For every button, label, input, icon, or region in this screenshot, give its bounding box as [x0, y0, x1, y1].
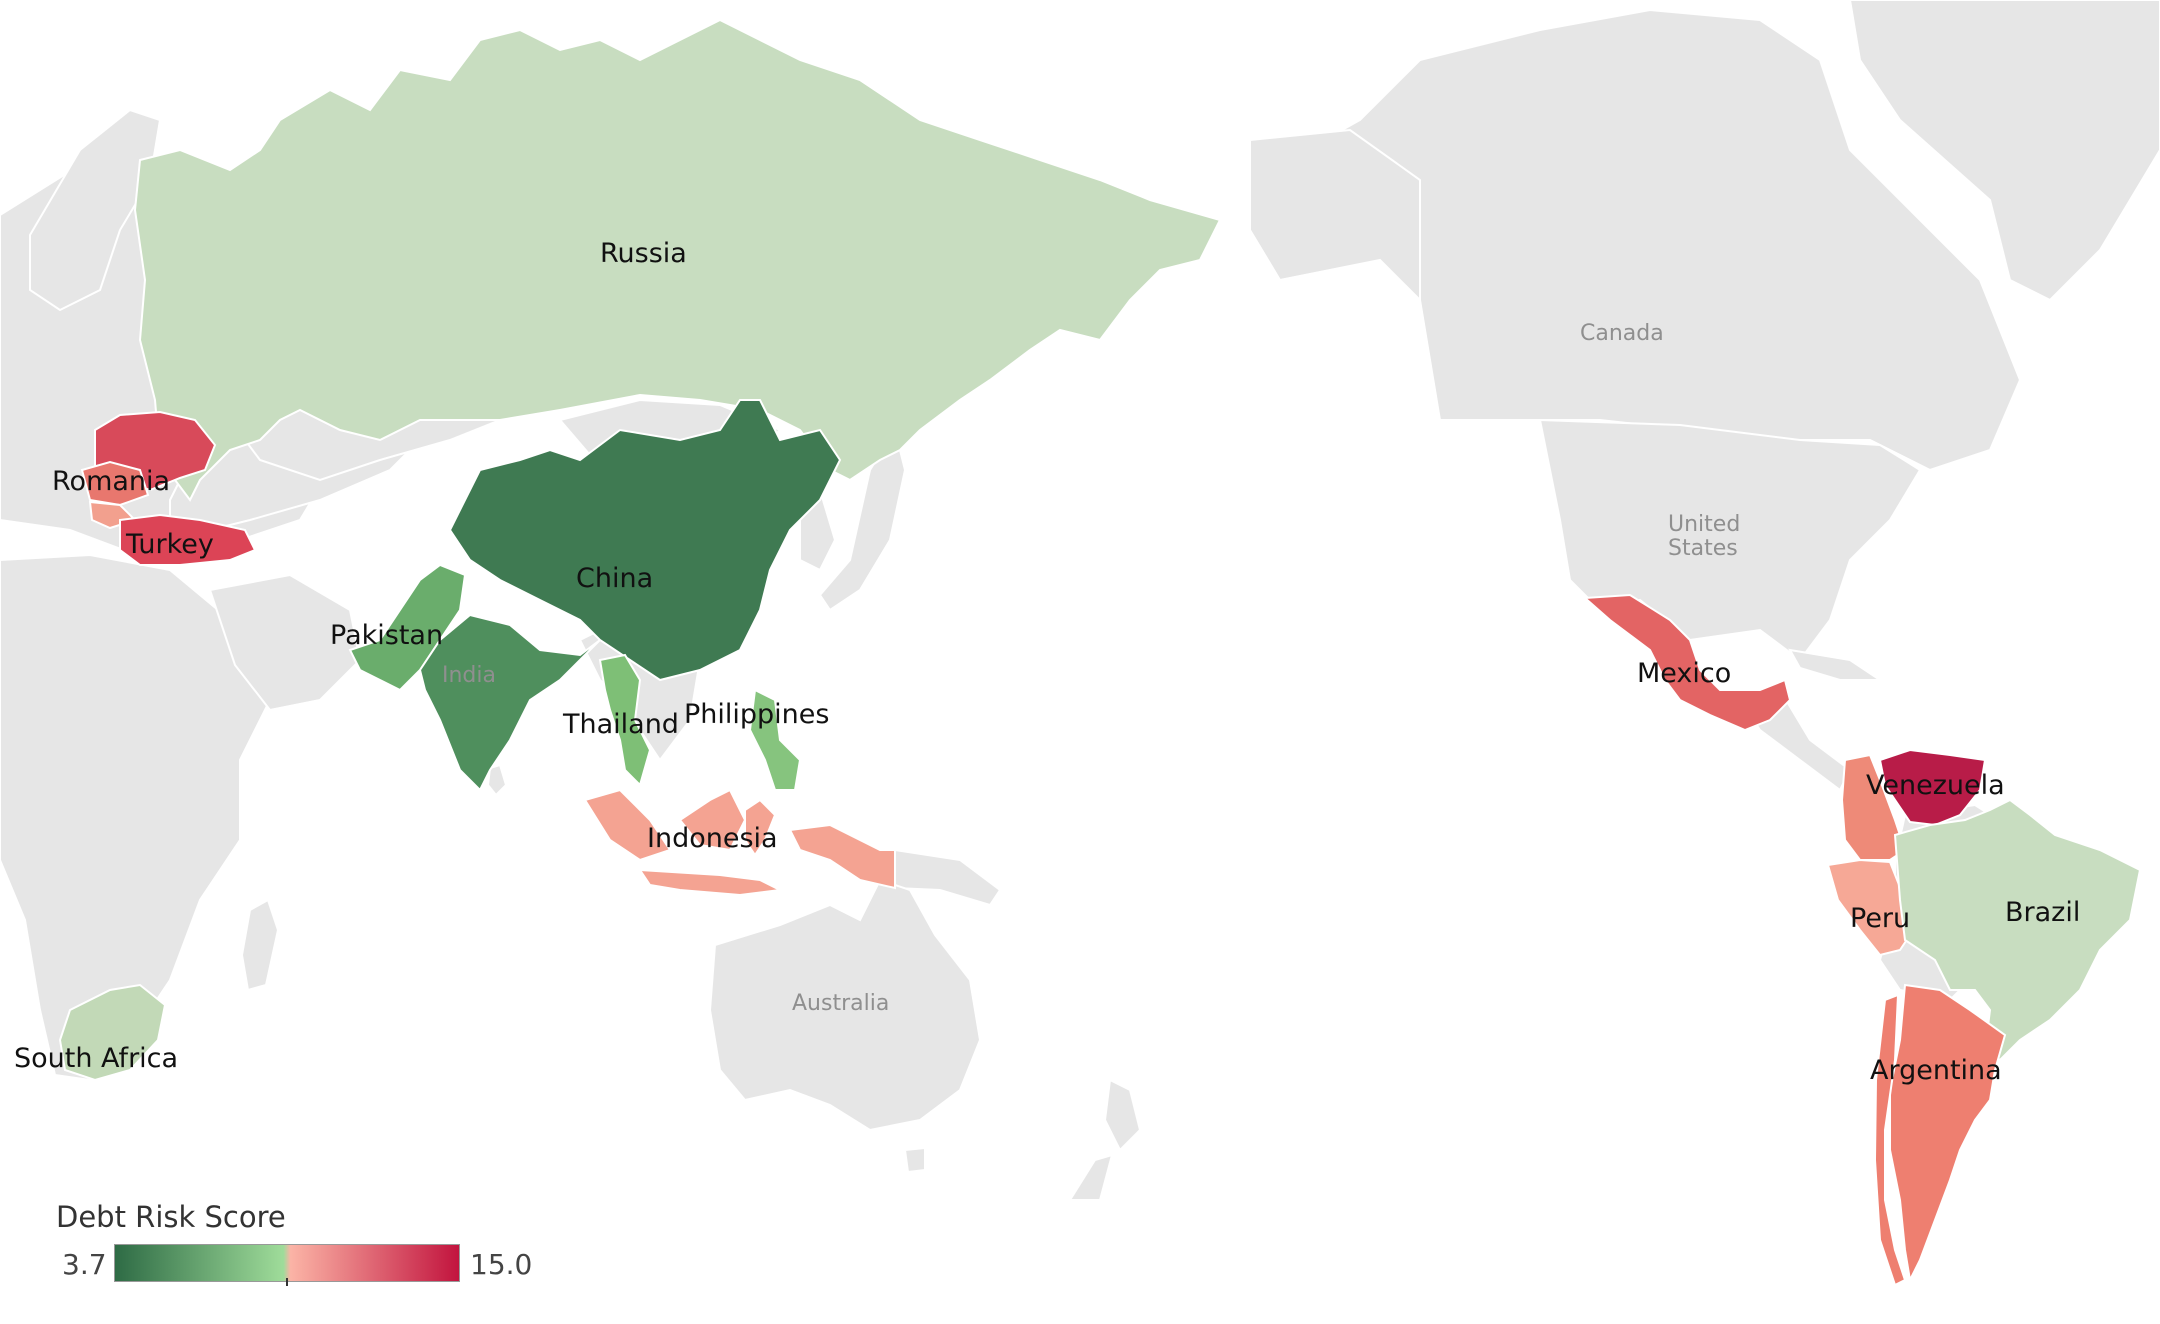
cuba	[1788, 648, 1884, 681]
greenland	[1848, 0, 2160, 302]
australia	[708, 878, 982, 1132]
country-india[interactable]	[418, 613, 601, 792]
legend-gradient-bar	[114, 1244, 460, 1282]
country-indonesia[interactable]	[583, 788, 896, 897]
label-australia: Australia	[792, 991, 889, 1016]
label-south-africa: South Africa	[14, 1043, 178, 1074]
country-brazil[interactable]	[1893, 798, 2142, 1062]
base-land	[0, 0, 2160, 1201]
country-turkey[interactable]	[119, 513, 257, 566]
country-philippines[interactable]	[748, 688, 802, 791]
label-philippines: Philippines	[684, 699, 829, 730]
label-argentina: Argentina	[1870, 1055, 2002, 1086]
country-labels: Russia China Pakistan Thailand Philippin…	[14, 238, 2080, 1086]
arabia	[208, 573, 362, 712]
label-peru: Peru	[1850, 903, 1910, 934]
label-indonesia: Indonesia	[647, 823, 778, 854]
label-brazil: Brazil	[2005, 897, 2080, 928]
country-peru[interactable]	[1826, 858, 1912, 957]
sri-lanka	[486, 763, 508, 797]
legend-min-label: 3.7	[62, 1248, 107, 1281]
label-canada: Canada	[1580, 321, 1664, 346]
country-mexico[interactable]	[1582, 593, 1792, 732]
country-argentina[interactable]	[1889, 983, 2007, 1284]
label-venezuela: Venezuela	[1866, 770, 2005, 801]
label-united-states: United States	[1668, 512, 1740, 561]
africa	[0, 553, 292, 1082]
legend-max-label: 15.0	[470, 1248, 533, 1281]
label-pakistan: Pakistan	[330, 620, 443, 651]
madagascar	[240, 898, 280, 992]
legend-midpoint-tick	[286, 1278, 288, 1286]
label-russia: Russia	[600, 238, 687, 269]
highlighted-countries	[58, 18, 2142, 1287]
color-legend: Debt Risk Score 3.7 15.0	[56, 1200, 576, 1300]
legend-title: Debt Risk Score	[56, 1200, 286, 1234]
country-chile[interactable]	[1873, 993, 1907, 1287]
country-thailand[interactable]	[598, 653, 652, 787]
new-zealand	[1068, 1078, 1142, 1201]
tasmania	[903, 1146, 926, 1174]
country-china[interactable]	[448, 399, 842, 682]
base-labels: Canada United States India Australia	[442, 321, 1740, 1016]
label-mexico: Mexico	[1637, 658, 1731, 689]
country-romania[interactable]	[80, 460, 150, 507]
label-india: India	[442, 663, 496, 688]
label-thailand: Thailand	[562, 709, 679, 740]
label-turkey: Turkey	[125, 529, 214, 560]
country-russia[interactable]	[133, 18, 1222, 502]
alaska	[1249, 128, 1421, 303]
label-romania: Romania	[52, 466, 170, 497]
label-china: China	[576, 563, 653, 594]
country-venezuela[interactable]	[1878, 748, 1987, 827]
country-pakistan[interactable]	[348, 563, 467, 692]
country-south-africa[interactable]	[58, 983, 167, 1082]
